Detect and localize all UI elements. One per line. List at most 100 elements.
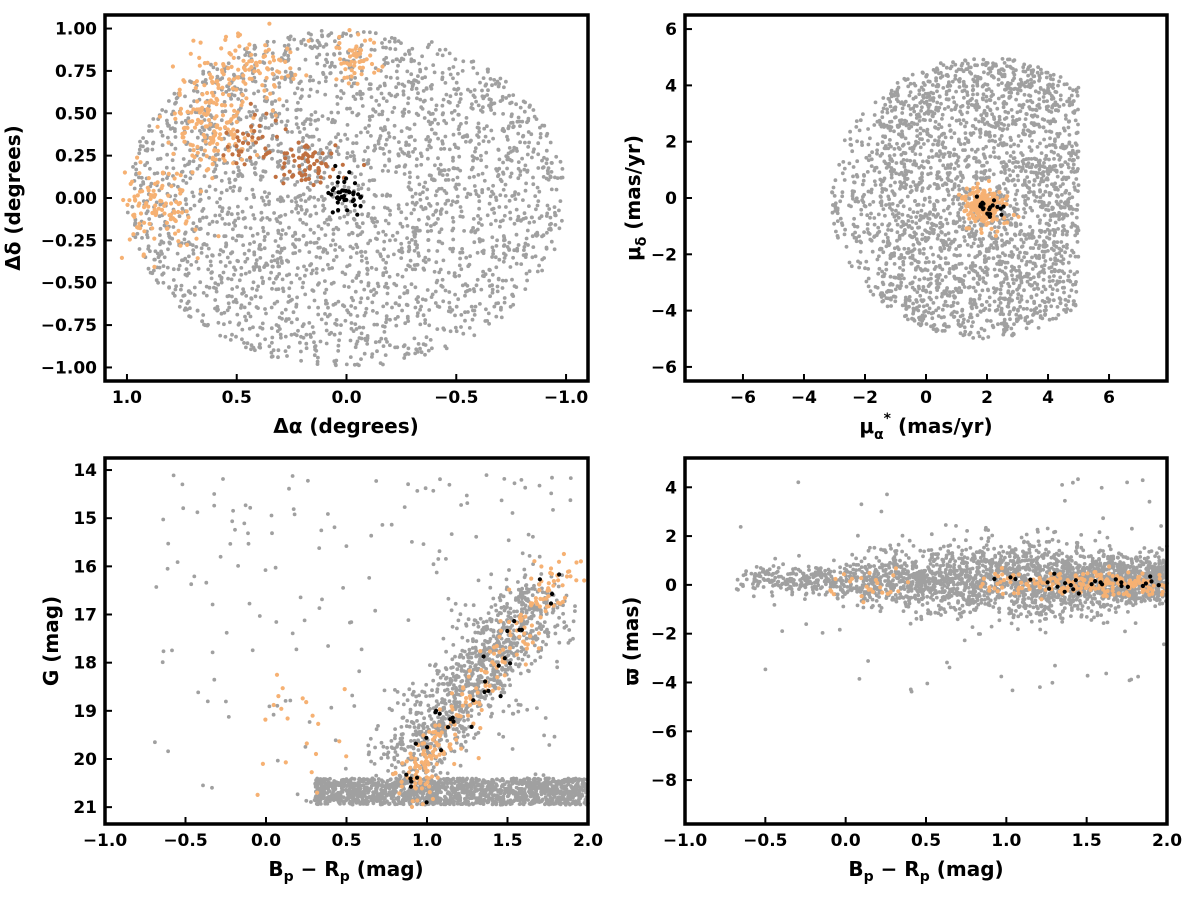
field-star-point <box>1055 174 1060 179</box>
field-star-point <box>440 139 445 144</box>
field-star-point <box>386 254 390 259</box>
field-star-point <box>498 219 503 224</box>
field-star-point <box>197 227 202 232</box>
field-star-point <box>439 186 444 191</box>
field-star-point <box>393 345 397 350</box>
field-star-point <box>942 303 946 308</box>
field-star-point <box>900 106 905 111</box>
field-star-point <box>958 324 963 328</box>
field-star-point <box>515 246 520 251</box>
field-star-point <box>232 184 237 189</box>
field-star-point <box>1060 163 1065 168</box>
field-star-point <box>1044 308 1048 312</box>
field-star-point <box>1062 128 1067 133</box>
field-star-point <box>899 280 904 285</box>
field-star-point <box>923 196 927 201</box>
field-star-point <box>1076 189 1080 194</box>
group-member-point <box>202 148 207 153</box>
field-star-point <box>367 87 371 91</box>
field-star-point <box>494 265 499 270</box>
group-member-point <box>263 49 268 54</box>
field-star-point <box>331 258 336 263</box>
field-star-point <box>497 205 502 209</box>
group-member-point <box>307 166 312 171</box>
field-star-point <box>546 171 550 176</box>
field-star-point <box>924 322 929 326</box>
field-star-point <box>1011 252 1015 257</box>
group-member-point <box>182 139 187 144</box>
field-star-point <box>451 132 456 137</box>
field-star-point <box>433 117 437 122</box>
field-star-point <box>380 193 385 198</box>
field-star-point <box>369 165 373 170</box>
field-star-point <box>270 354 275 359</box>
field-star-point <box>507 240 512 245</box>
field-star-point <box>400 308 404 313</box>
field-star-point <box>363 126 368 130</box>
field-star-point <box>542 123 547 128</box>
field-star-point <box>304 346 309 351</box>
field-star-point <box>363 250 368 254</box>
field-star-point <box>455 194 460 199</box>
field-star-point <box>204 189 209 194</box>
field-star-point <box>275 274 280 279</box>
field-star-point <box>319 29 324 33</box>
group-member-point <box>215 148 221 153</box>
field-star-point <box>921 128 926 133</box>
field-star-point <box>461 59 466 64</box>
group-member-point <box>182 79 187 84</box>
field-star-point <box>305 117 309 121</box>
field-star-point <box>888 256 893 261</box>
field-star-point <box>176 184 180 189</box>
field-star-point <box>183 118 188 123</box>
field-star-point <box>1048 91 1052 96</box>
field-star-point <box>322 197 327 201</box>
field-star-point <box>514 102 518 107</box>
field-star-point <box>872 123 877 127</box>
field-star-point <box>355 164 360 169</box>
field-star-point <box>238 186 242 191</box>
field-star-point <box>526 243 530 247</box>
field-star-point <box>399 210 404 215</box>
field-star-point <box>522 211 527 216</box>
field-star-point <box>1035 214 1040 219</box>
group-member-point <box>352 63 357 68</box>
field-star-point <box>228 185 233 190</box>
field-star-point <box>333 64 337 69</box>
field-star-point <box>222 310 227 315</box>
field-star-point <box>302 126 307 131</box>
group-member-point <box>229 103 234 108</box>
field-star-point <box>243 259 248 264</box>
group-member-point <box>205 107 210 112</box>
field-star-point <box>384 55 389 60</box>
field-star-point <box>417 182 422 187</box>
field-star-point <box>426 156 430 161</box>
field-star-point <box>366 161 371 166</box>
group-member-point <box>304 73 309 78</box>
field-star-point <box>173 101 177 106</box>
x-tick-label: −0.5 <box>434 388 478 408</box>
field-star-point <box>830 190 834 195</box>
x-tick-label: 0.0 <box>331 388 361 408</box>
field-star-point <box>392 252 396 257</box>
group-member-point <box>209 139 214 144</box>
field-star-point <box>333 242 338 247</box>
field-star-point <box>426 135 430 139</box>
field-star-point <box>524 181 528 186</box>
field-star-point <box>332 332 337 337</box>
field-star-point <box>412 207 416 212</box>
field-star-point <box>409 282 414 287</box>
group-member-point <box>250 138 255 143</box>
field-star-point <box>336 343 341 348</box>
field-star-point <box>402 343 407 348</box>
group-member-point <box>261 54 266 60</box>
field-star-point <box>191 221 196 226</box>
field-star-point <box>261 225 265 230</box>
field-star-point <box>248 159 253 164</box>
field-star-point <box>514 232 519 237</box>
field-star-point <box>348 154 353 159</box>
field-star-point <box>285 176 290 181</box>
field-star-point <box>496 174 500 179</box>
field-star-point <box>546 166 551 171</box>
field-star-point <box>419 162 424 167</box>
